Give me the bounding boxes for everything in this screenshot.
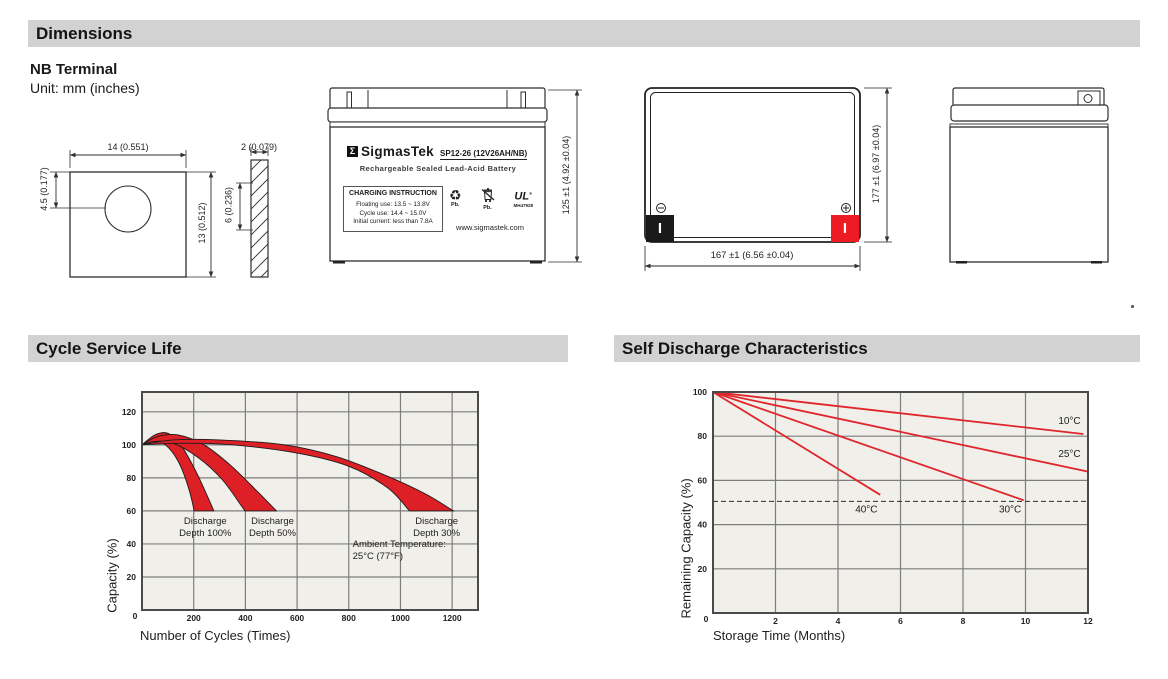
battery-front-view-drawing [327,87,582,264]
pb-trash-icon: Pb. [481,188,495,211]
battery-type-text: Rechargeable Sealed Lead-Acid Battery [359,164,517,173]
x-tick-label: 8 [961,616,966,626]
dim-terminal-height: 13 (0.512) [197,202,207,244]
chart-annotation: Discharge Depth 30% [413,516,461,539]
nb-terminal-subtitle: NB Terminal [30,61,118,78]
charging-instruction-box: CHARGING INSTRUCTION Floating use: 13.5 … [343,186,443,232]
series-line-25-c [712,391,1089,473]
cycle-chart-ylabel: Capacity (%) [104,538,120,613]
y-tick-label: 80 [698,431,708,441]
charging-line: Initial current: less than 7.8A [353,218,433,225]
dim-battery-depth: 177 ±1 (6.97 ±0.04) [871,124,881,204]
series-label: 30°C [999,504,1021,515]
dim-terminal-width: 14 (0.551) [107,142,149,152]
y-tick-label: 60 [127,506,137,516]
y-tick-label: 40 [698,520,708,530]
terminal-front-drawing [50,150,216,278]
series-label: 40°C [855,504,877,515]
positive-terminal-marker: I [831,215,859,242]
x-tick-label: 4 [836,616,841,626]
battery-side-view-drawing [949,87,1109,264]
battery-product-label: Σ SigmasTek SP12-26 (12V26AH/NB) Recharg… [341,138,535,252]
cycle-chart-xlabel: Number of Cycles (Times) [140,628,291,643]
series-label: 10°C [1058,416,1080,427]
section-header-self-discharge: Self Discharge Characteristics [614,335,1140,362]
crossed-bin-icon [481,188,494,203]
series-line-40-c [712,391,881,496]
charging-line: Cycle use: 14.4 ~ 15.0V [359,209,427,217]
x-tick-label: 200 [187,613,201,623]
y-tick-label: 60 [698,475,708,485]
band-discharge-depth-30- [141,438,456,512]
chart-annotation: Ambient Temperature: 25°C (77°F) [353,539,446,562]
dim-terminal-hole-offset: 4.5 (0.177) [39,167,49,211]
terminal-side-drawing [236,147,269,278]
origin-tick-label: 0 [133,611,138,621]
brand-name: SigmasTek [361,144,434,159]
chart-annotation: Discharge Depth 100% [179,516,232,539]
x-tick-label: 6 [898,616,903,626]
compliance-icons: ♻ Pb. Pb. UL® MH47928 [449,188,533,211]
charging-line: Floating use: 13.5 ~ 13.8V [356,201,430,208]
x-tick-label: 400 [238,613,252,623]
origin-tick-label: 0 [704,614,709,624]
chart-svg-cycle_service_life: 200 400 600 800 1000 1200204060801001200Disch… [122,391,479,623]
dim-terminal-thickness: 2 (0.079) [240,142,278,152]
sigma-logo-icon: Σ [347,146,358,157]
self-discharge-xlabel: Storage Time (Months) [713,628,846,643]
self-discharge-ylabel: Remaining Capacity (%) [678,478,694,619]
plot-border [712,391,1089,614]
cycle-service-life-chart: 200 400 600 800 1000 1200 20 40 60 80 100 120 0 Disch… [122,391,479,623]
brand-row: Σ SigmasTek SP12-26 (12V26AH/NB) [347,144,528,160]
battery-top-view-drawing [644,87,892,271]
y-tick-label: 120 [122,407,136,417]
series-label: 25°C [1058,449,1080,460]
y-tick-label: 100 [693,387,707,397]
chart-svg-self_discharge_characteristics: 2 4 6 8 10 12 20 40 60 80 100 0 10°C 25°C 30°C 40°C [693,387,1093,626]
x-tick-label: 600 [290,613,304,623]
x-tick-label: 800 [342,613,356,623]
negative-terminal-marker: I [646,215,674,242]
dim-battery-width: 167 ±1 (6.56 ±0.04) [710,250,794,261]
x-tick-label: 2 [773,616,778,626]
section-title: Self Discharge Characteristics [622,339,868,358]
y-tick-label: 20 [127,572,137,582]
section-title: Cycle Service Life [36,339,182,358]
section-header-dimensions: Dimensions [28,20,1140,47]
series-line-30-c [712,391,1025,502]
plot-border [141,391,479,611]
section-header-cycle-service-life: Cycle Service Life [28,335,568,362]
y-tick-label: 40 [127,539,137,549]
x-tick-label: 1200 [443,613,462,623]
website-url: www.sigmastek.com [456,223,524,232]
model-number: SP12-26 (12V26AH/NB) [439,149,528,160]
pb-recycle-icon: ♻ Pb. [449,187,462,208]
x-tick-label: 10 [1021,616,1031,626]
x-tick-label: 1000 [391,613,410,623]
page-dot-artifact [1131,305,1134,308]
y-tick-label: 80 [127,473,137,483]
y-tick-label: 20 [698,564,708,574]
dim-terminal-mid: 6 (0.236) [223,186,234,224]
unit-note: Unit: mm (inches) [30,80,140,96]
ul-file-number: MH47928 [513,202,533,208]
ul-icon: UL® MH47928 [513,190,533,208]
chart-annotation: Discharge Depth 50% [249,516,297,539]
self-discharge-chart: 2 4 6 8 10 12 20 40 60 80 100 0 10°C 25°C 30°C 40°C [693,387,1093,626]
charging-title: CHARGING INSTRUCTION [349,190,437,197]
dim-battery-height: 125 ±1 (4.92 ±0.04) [561,135,571,215]
x-tick-label: 12 [1083,616,1093,626]
y-tick-label: 100 [122,440,136,450]
section-title: Dimensions [36,24,133,43]
series-line-10-c [712,391,1084,435]
